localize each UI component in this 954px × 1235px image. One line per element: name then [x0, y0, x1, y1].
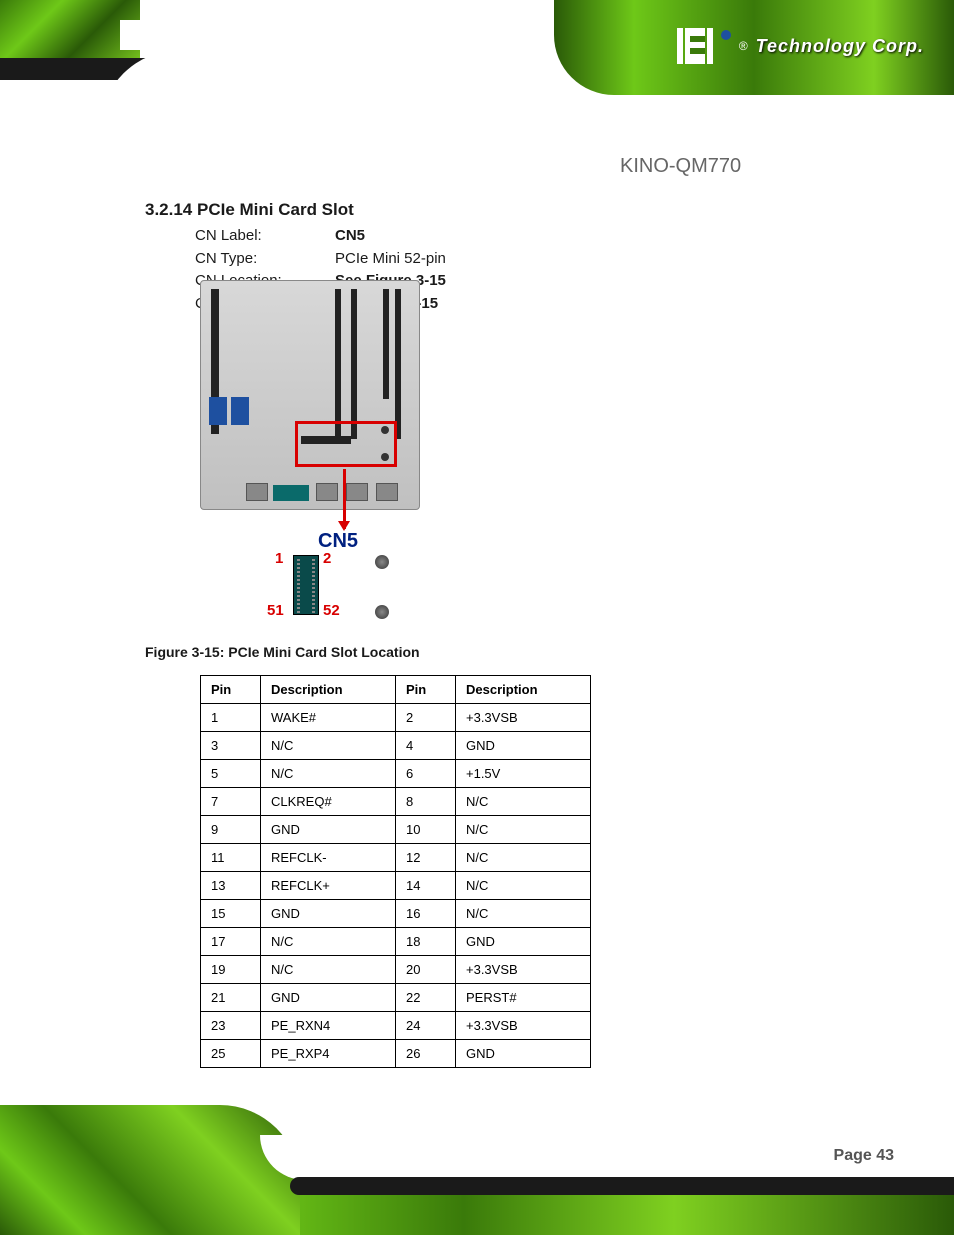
footer-band: Page 43 [0, 1105, 954, 1235]
logo-area: ® Technology Corp. [677, 28, 924, 64]
table-cell: PE_RXN4 [261, 1012, 396, 1040]
th-desc-2: Description [456, 676, 591, 704]
iei-logo-icon [677, 28, 713, 64]
table-cell: GND [456, 732, 591, 760]
table-row: 21GND22PERST# [201, 984, 591, 1012]
table-cell: 25 [201, 1040, 261, 1068]
board-body [200, 280, 420, 510]
table-cell: PE_RXP4 [261, 1040, 396, 1068]
table-cell: 14 [396, 872, 456, 900]
table-cell: +3.3VSB [456, 1012, 591, 1040]
pinout-table: Pin Description Pin Description 1WAKE#2+… [200, 675, 591, 1068]
registered-mark: ® [739, 39, 748, 53]
table-cell: 2 [396, 704, 456, 732]
table-cell: 9 [201, 816, 261, 844]
pin-51-label: 51 [267, 602, 284, 619]
table-row: 5N/C6+1.5V [201, 760, 591, 788]
cn-label-value: CN5 [335, 225, 365, 248]
table-cell: GND [456, 1040, 591, 1068]
cn-type-value: PCIe Mini 52-pin [335, 248, 446, 271]
table-cell: N/C [261, 760, 396, 788]
table-cell: N/C [261, 928, 396, 956]
table-cell: 18 [396, 928, 456, 956]
table-cell: 20 [396, 956, 456, 984]
pin-52-label: 52 [323, 602, 340, 619]
pin-2-label: 2 [323, 550, 331, 567]
connector-icon [293, 555, 319, 615]
highlight-box [295, 421, 397, 467]
pin-1-label: 1 [275, 550, 283, 567]
table-cell: WAKE# [261, 704, 396, 732]
table-cell: 4 [396, 732, 456, 760]
th-pin-1: Pin [201, 676, 261, 704]
table-cell: 7 [201, 788, 261, 816]
table-cell: N/C [261, 956, 396, 984]
arrow-icon [343, 469, 346, 529]
table-cell: 8 [396, 788, 456, 816]
table-cell: 11 [201, 844, 261, 872]
pin-detail-diagram: 1 2 51 52 [275, 550, 425, 630]
table-row: 17N/C18GND [201, 928, 591, 956]
table-cell: 21 [201, 984, 261, 1012]
table-cell: N/C [456, 900, 591, 928]
table-cell: 22 [396, 984, 456, 1012]
table-cell: 5 [201, 760, 261, 788]
table-row: 25PE_RXP426GND [201, 1040, 591, 1068]
th-pin-2: Pin [396, 676, 456, 704]
table-cell: 19 [201, 956, 261, 984]
page-number: Page 43 [834, 1147, 894, 1165]
table-row: 15GND16N/C [201, 900, 591, 928]
table-row: 1WAKE#2+3.3VSB [201, 704, 591, 732]
section-heading: 3.2.14 PCIe Mini Card Slot [145, 200, 354, 220]
table-cell: 23 [201, 1012, 261, 1040]
table-cell: 3 [201, 732, 261, 760]
table-cell: +1.5V [456, 760, 591, 788]
table-cell: REFCLK+ [261, 872, 396, 900]
table-cell: N/C [261, 732, 396, 760]
footer-decor-left [0, 1105, 300, 1235]
table-cell: 24 [396, 1012, 456, 1040]
table-cell: GND [261, 984, 396, 1012]
table-cell: N/C [456, 816, 591, 844]
header-band: ® Technology Corp. [0, 0, 954, 140]
table-cell: N/C [456, 788, 591, 816]
table-cell: REFCLK- [261, 844, 396, 872]
table-cell: 17 [201, 928, 261, 956]
table-cell: PERST# [456, 984, 591, 1012]
standoff-icon [375, 605, 389, 619]
table-header-row: Pin Description Pin Description [201, 676, 591, 704]
table-row: 3N/C4GND [201, 732, 591, 760]
table-cell: GND [261, 900, 396, 928]
table-cell: N/C [456, 872, 591, 900]
figure-caption: Figure 3-15: PCIe Mini Card Slot Locatio… [145, 644, 420, 660]
table-cell: 16 [396, 900, 456, 928]
table-row: 23PE_RXN424+3.3VSB [201, 1012, 591, 1040]
table-cell: 10 [396, 816, 456, 844]
table-row: 11REFCLK-12N/C [201, 844, 591, 872]
table-cell: +3.3VSB [456, 956, 591, 984]
table-cell: 6 [396, 760, 456, 788]
standoff-icon [375, 555, 389, 569]
product-title: KINO-QM770 [620, 155, 741, 178]
table-cell: 15 [201, 900, 261, 928]
table-cell: N/C [456, 844, 591, 872]
logo-dot-icon [721, 30, 731, 40]
table-cell: 1 [201, 704, 261, 732]
cn-label-name: CN Label: [195, 225, 305, 248]
table-row: 13REFCLK+14N/C [201, 872, 591, 900]
table-cell: +3.3VSB [456, 704, 591, 732]
table-cell: 12 [396, 844, 456, 872]
table-cell: CLKREQ# [261, 788, 396, 816]
table-row: 9GND10N/C [201, 816, 591, 844]
table-cell: GND [456, 928, 591, 956]
table-cell: 13 [201, 872, 261, 900]
logo-text: Technology Corp. [756, 36, 924, 57]
table-cell: GND [261, 816, 396, 844]
th-desc-1: Description [261, 676, 396, 704]
table-row: 19N/C20+3.3VSB [201, 956, 591, 984]
table-row: 7CLKREQ#8N/C [201, 788, 591, 816]
cn-type-name: CN Type: [195, 248, 305, 271]
table-cell: 26 [396, 1040, 456, 1068]
footer-black-bar [290, 1177, 954, 1195]
